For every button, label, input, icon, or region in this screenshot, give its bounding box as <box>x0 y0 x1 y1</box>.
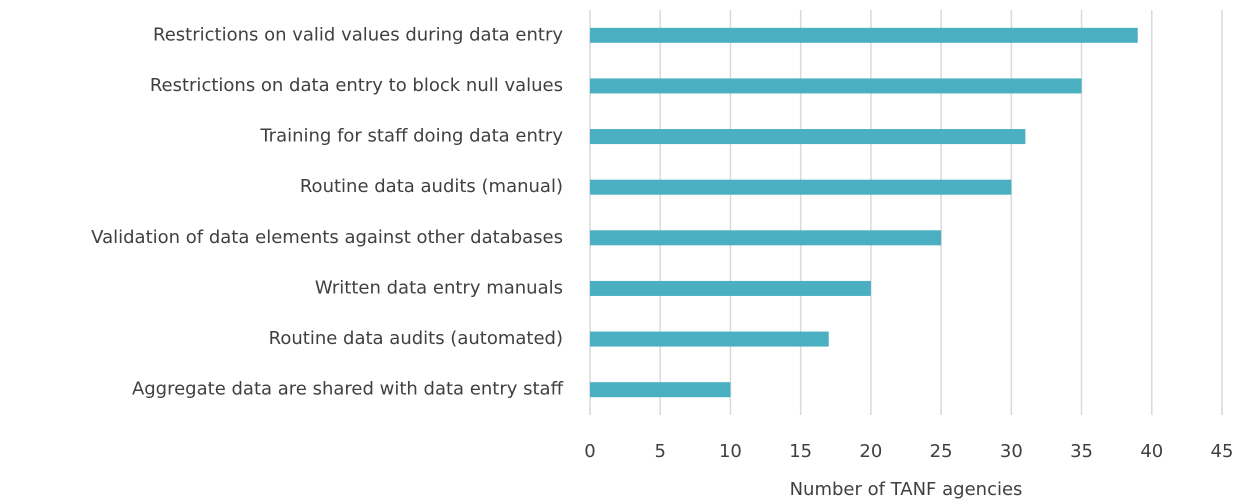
bar <box>590 129 1026 145</box>
y-tick-label: Training for staff doing data entry <box>259 126 563 147</box>
x-tick-label: 5 <box>654 441 665 462</box>
x-tick-label: 35 <box>1070 441 1093 462</box>
x-tick-label: 20 <box>859 441 882 462</box>
x-tick-label: 40 <box>1140 441 1163 462</box>
y-tick-label: Validation of data elements against othe… <box>91 227 563 248</box>
x-axis-label: Number of TANF agencies <box>790 479 1023 500</box>
x-tick-label: 15 <box>789 441 812 462</box>
x-tick-label: 0 <box>584 441 595 462</box>
x-tick-label: 45 <box>1211 441 1234 462</box>
y-tick-label: Routine data audits (automated) <box>269 328 563 349</box>
bar <box>590 78 1082 94</box>
y-tick-label: Routine data audits (manual) <box>300 176 563 197</box>
bar <box>590 280 871 296</box>
bar <box>590 230 942 246</box>
y-tick-label: Aggregate data are shared with data entr… <box>132 379 564 400</box>
x-tick-label: 25 <box>930 441 953 462</box>
y-tick-label: Restrictions on data entry to block null… <box>150 75 563 96</box>
bar <box>590 382 731 398</box>
bar <box>590 179 1012 195</box>
y-tick-label: Written data entry manuals <box>315 277 563 298</box>
bar <box>590 27 1138 43</box>
x-tick-label: 10 <box>719 441 742 462</box>
x-tick-label: 30 <box>1000 441 1023 462</box>
bar <box>590 331 829 347</box>
y-tick-label: Restrictions on valid values during data… <box>153 24 563 45</box>
